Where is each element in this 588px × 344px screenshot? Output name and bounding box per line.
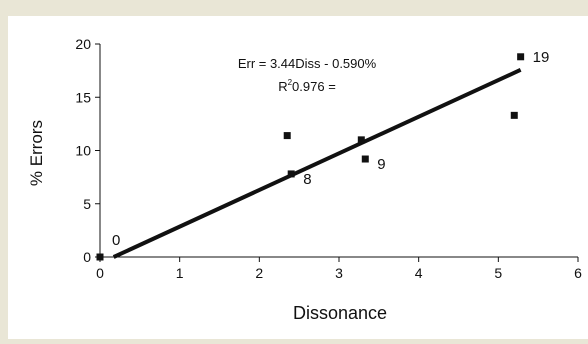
y-tick-label: 20 xyxy=(75,36,91,52)
r2-rest: 0.976 = xyxy=(292,79,336,94)
y-tick-label: 10 xyxy=(75,143,91,159)
x-tick-label: 4 xyxy=(415,265,423,281)
data-point xyxy=(517,53,525,61)
r2-superscript: 2 xyxy=(288,78,293,87)
chart-panel: 0 5 10 15 20 0 1 2 3 4 5 6 0 8 9 19 % Errors Dissonan… xyxy=(8,16,588,339)
x-ticks: 0 1 2 3 4 5 6 xyxy=(96,257,582,281)
r-squared-annotation: R20.976 = xyxy=(278,78,336,94)
x-axis-label: Dissonance xyxy=(293,303,387,323)
x-tick-label: 6 xyxy=(574,265,582,281)
trendline-group xyxy=(112,68,522,259)
point-label: 0 xyxy=(112,232,120,249)
data-point xyxy=(361,155,369,163)
data-point xyxy=(357,136,365,144)
point-label: 8 xyxy=(303,171,311,188)
data-point xyxy=(283,132,291,140)
y-tick-label: 15 xyxy=(75,89,91,105)
point-label: 19 xyxy=(533,49,550,66)
trendline xyxy=(112,68,522,259)
data-point xyxy=(287,170,295,178)
y-tick-label: 5 xyxy=(83,196,91,212)
point-label: 9 xyxy=(377,156,385,173)
data-point xyxy=(96,253,104,261)
y-ticks: 0 5 10 15 20 xyxy=(75,36,100,265)
y-tick-label: 0 xyxy=(83,249,91,265)
r2-prefix: R xyxy=(278,79,287,94)
x-tick-label: 3 xyxy=(335,265,343,281)
x-tick-label: 5 xyxy=(494,265,502,281)
point-labels: 0 8 9 19 xyxy=(112,49,549,249)
data-point xyxy=(510,111,518,119)
x-tick-label: 0 xyxy=(96,265,104,281)
y-axis-label: % Errors xyxy=(27,120,46,186)
equation-annotation: Err = 3.44Diss - 0.590% xyxy=(238,56,377,71)
x-tick-label: 1 xyxy=(176,265,184,281)
scatter-chart: 0 5 10 15 20 0 1 2 3 4 5 6 0 8 9 19 % Errors Dissonan… xyxy=(27,36,582,323)
data-points xyxy=(96,53,525,261)
x-tick-label: 2 xyxy=(255,265,263,281)
